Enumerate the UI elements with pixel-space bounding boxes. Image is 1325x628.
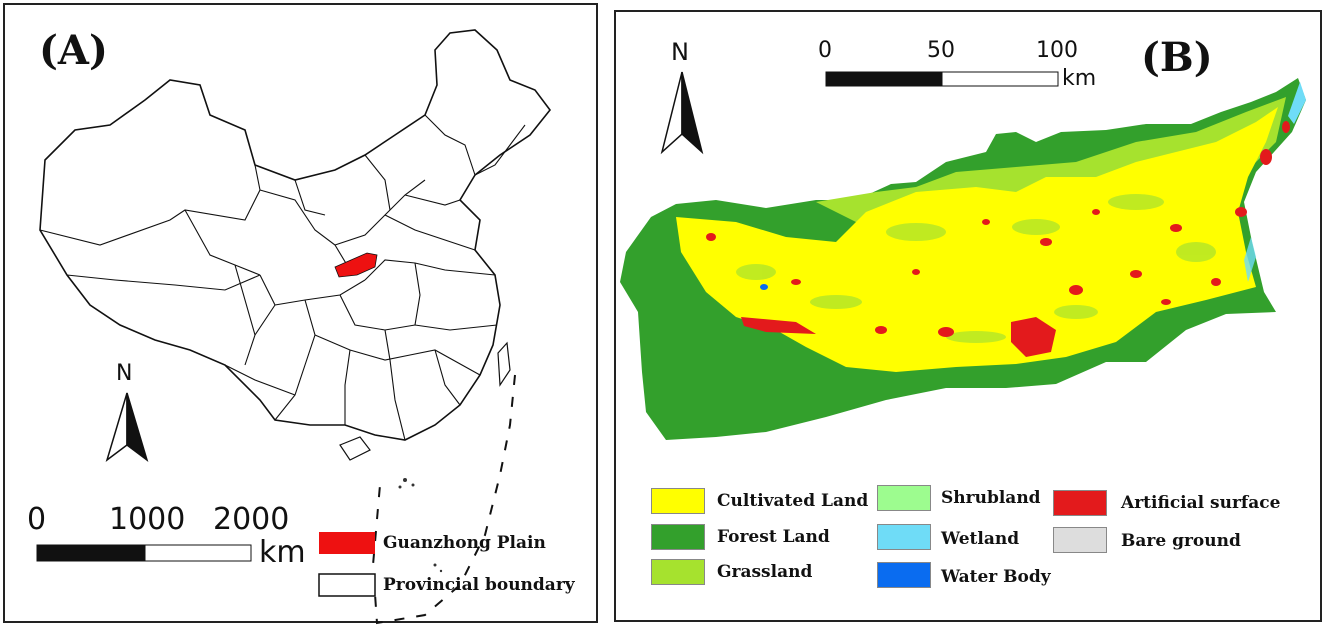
legend-swatch-cultivated-land [651, 488, 705, 514]
legend-label-water-body: Water Body [941, 567, 1051, 587]
legend-swatch-guanzhong-plain [319, 532, 375, 554]
landcover-water-spot [760, 284, 768, 290]
scale-b-tick-1: 50 [927, 38, 955, 63]
guanzhong-plain-shape [334, 252, 378, 278]
scale-bar-a [36, 544, 252, 562]
legend-a-label-guanzhong: Guanzhong Plain [383, 533, 546, 553]
china-outline [39, 29, 552, 441]
north-label-b: N [671, 38, 689, 66]
panel-b-label: (B) [1141, 34, 1213, 81]
legend-swatch-water-body [877, 562, 931, 588]
legend-label-wetland: Wetland [941, 529, 1020, 549]
hainan-island [339, 436, 371, 461]
scale-a-tick-0: 0 [27, 502, 47, 537]
landcover-texture [736, 194, 1216, 343]
legend-label-bare-ground: Bare ground [1121, 531, 1241, 551]
legend-swatch-artificial-surface [1053, 490, 1107, 516]
north-arrow-icon [105, 392, 149, 462]
panel-a-label: (A) [39, 27, 108, 74]
legend-swatch-wetland [877, 524, 931, 550]
legend-swatch-grassland [651, 559, 705, 585]
china-map-svg [36, 29, 552, 625]
landcover-artificial-surface [706, 121, 1290, 357]
scale-a-unit: km [259, 535, 306, 570]
south-sea-islands [398, 478, 443, 573]
scale-a-tick-2: 2000 [213, 502, 290, 537]
legend-a-label-provincial: Provincial boundary [383, 575, 575, 595]
legend-swatch-forest-land [651, 524, 705, 550]
scale-a-tick-1: 1000 [109, 502, 186, 537]
legend-swatch-shrubland [877, 485, 931, 511]
landcover-wetland [1244, 237, 1256, 282]
scale-b-unit: km [1062, 66, 1097, 91]
legend-swatch-bare-ground [1053, 527, 1107, 553]
legend-swatch-provincial-boundary [318, 573, 376, 597]
panel-b-landcover-map: (B) N 0 50 100 km Cultivated Land Forest… [614, 10, 1322, 622]
provincial-boundaries [39, 114, 526, 441]
landcover-water-body [1288, 82, 1306, 124]
legend-label-shrubland: Shrubland [941, 488, 1041, 508]
scale-bar-b [825, 71, 1059, 87]
north-label-a: N [116, 361, 133, 386]
landcover-map-svg [620, 71, 1306, 440]
scale-b-tick-2: 100 [1036, 38, 1078, 63]
taiwan-island [497, 341, 511, 387]
legend-label-grassland: Grassland [717, 562, 813, 582]
legend-label-artificial-surface: Artificial surface [1121, 493, 1281, 513]
legend-label-cultivated-land: Cultivated Land [717, 491, 869, 511]
legend-label-forest-land: Forest Land [717, 527, 830, 547]
north-arrow-icon-b [660, 71, 704, 155]
scale-b-tick-0: 0 [818, 38, 832, 63]
panel-a-china-map: (A) N 0 1000 2000 km Guanzhong Plain Pro… [3, 3, 598, 625]
